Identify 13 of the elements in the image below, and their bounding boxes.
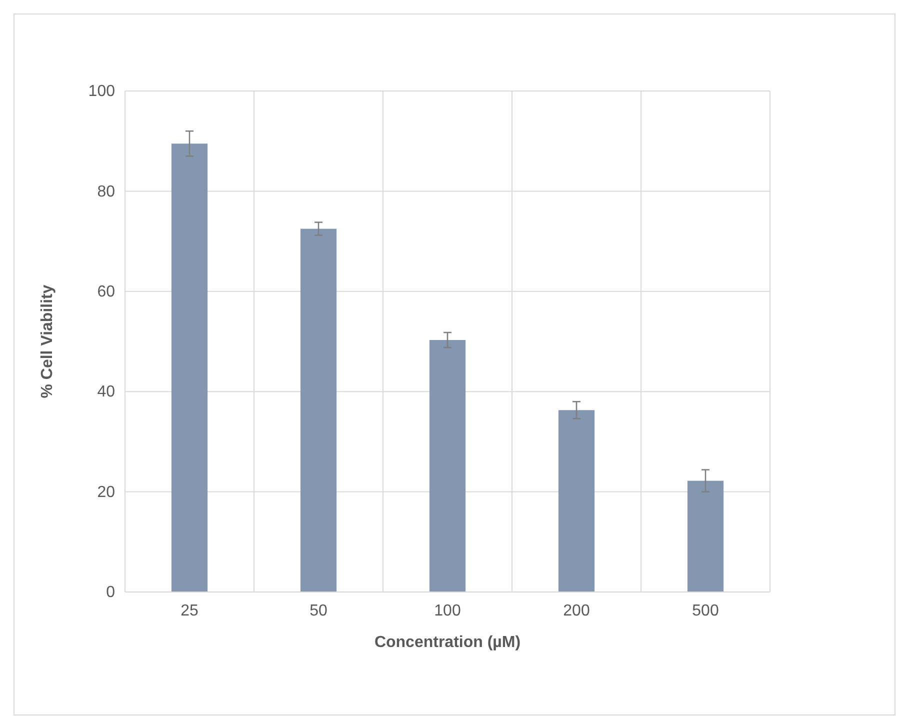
x-tick-label: 500 [692,602,719,620]
x-axis-title: Concentration (µM) [374,634,521,651]
y-tick-label: 60 [97,284,116,301]
y-tick-label: 80 [97,183,116,200]
y-tick-label: 20 [97,484,116,501]
y-tick-label: 40 [97,384,116,401]
y-tick-label: 100 [88,83,116,100]
y-tick-label: 0 [106,584,116,602]
x-tick-label: 200 [563,602,590,620]
x-tick-label: 25 [180,602,198,620]
y-axis-title: % Cell Viability [39,284,56,398]
x-tick-label: 50 [310,602,328,620]
x-tick-label: 100 [434,602,461,620]
